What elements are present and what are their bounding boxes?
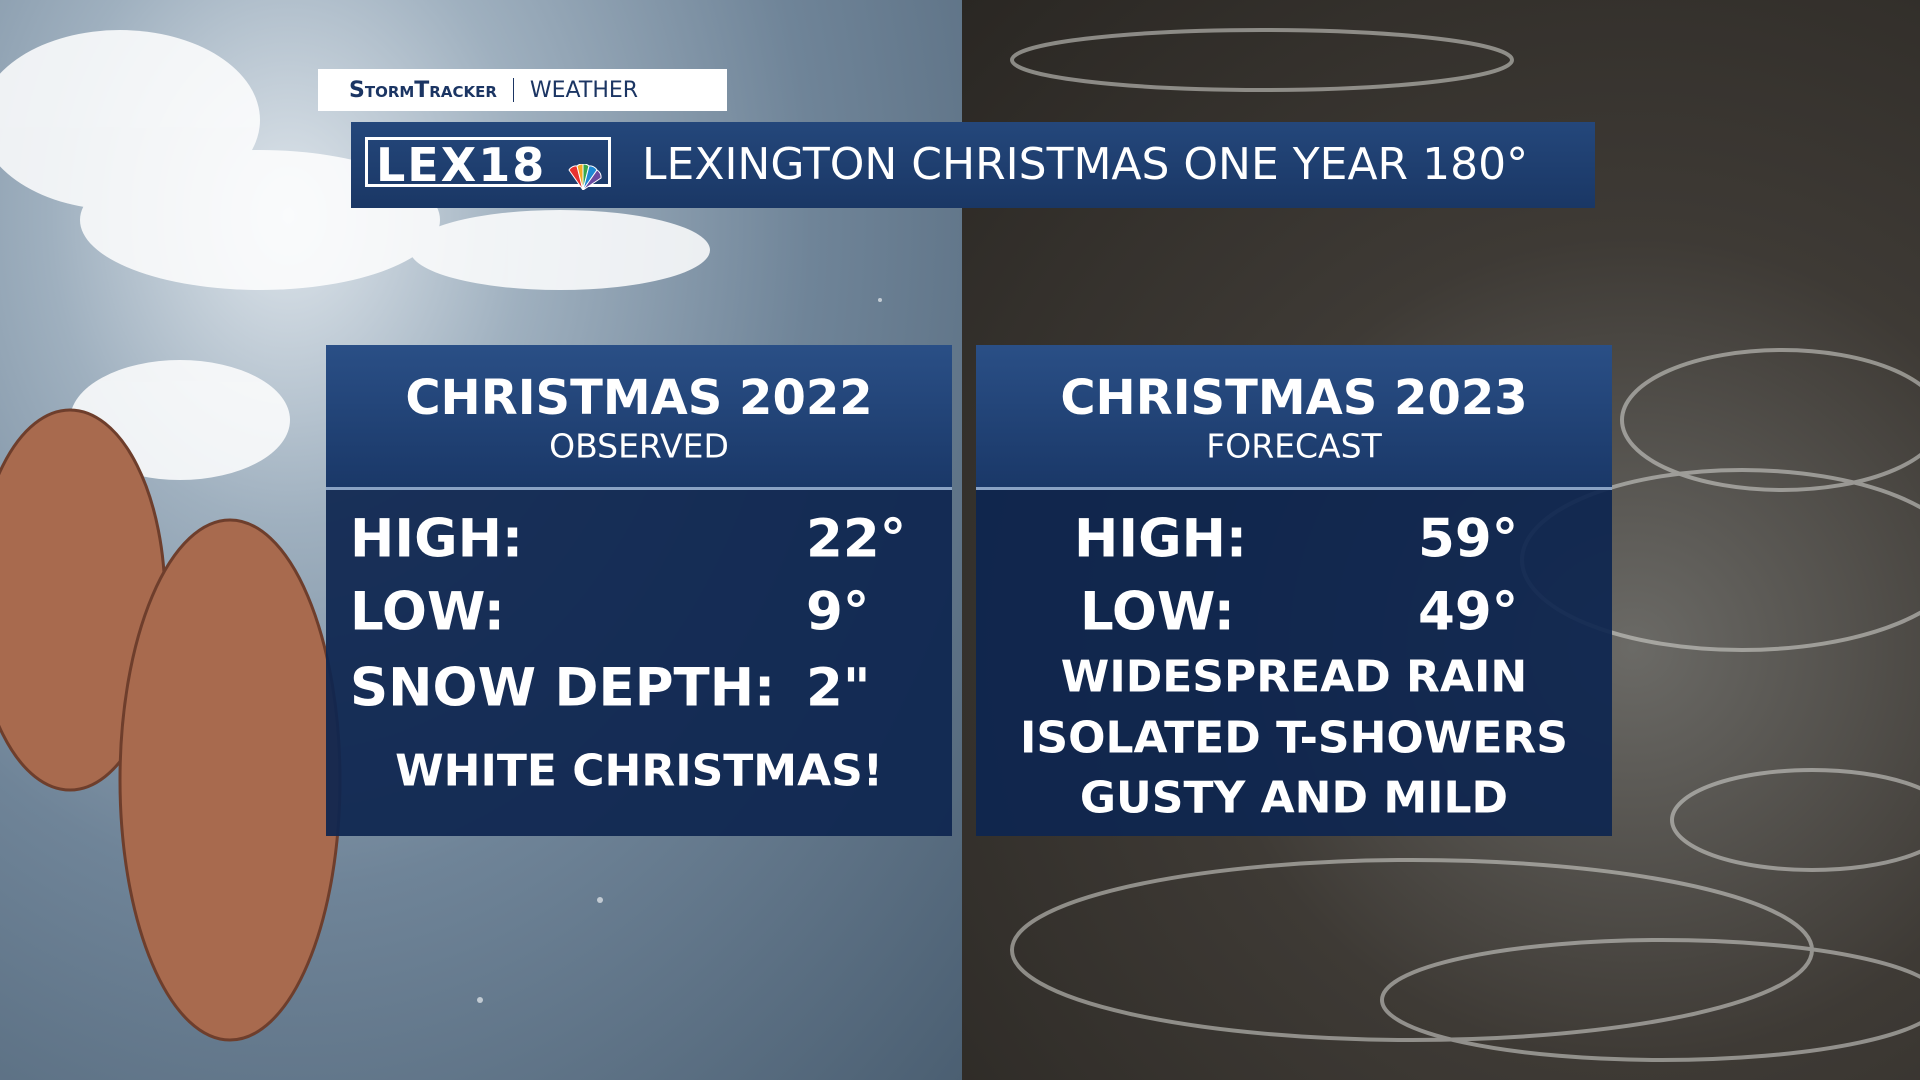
- page-title: LEXINGTON CHRISTMAS ONE YEAR 180°: [642, 139, 1529, 190]
- row-value: 2": [806, 657, 871, 719]
- panel-2023: CHRISTMAS 2023 FORECAST HIGH: 59° LOW: 4…: [976, 345, 1612, 836]
- panel-subtitle: FORECAST: [1206, 426, 1382, 466]
- row-label: SNOW DEPTH:: [350, 657, 776, 719]
- panel-title: CHRISTMAS 2023: [1060, 370, 1528, 426]
- panel-2022: CHRISTMAS 2022 OBSERVED HIGH: 22° LOW: 9…: [326, 345, 952, 836]
- row-value: 49°: [1418, 581, 1519, 643]
- station-logo: LEX18: [365, 137, 611, 190]
- panel-note: WHITE CHRISTMAS!: [395, 745, 883, 797]
- row-label: HIGH:: [1074, 508, 1248, 570]
- brand-name: StormTracker: [349, 77, 497, 103]
- divider: [512, 78, 514, 102]
- ripple-decor: [1010, 28, 1920, 1062]
- panel-subtitle: OBSERVED: [549, 426, 729, 466]
- row-value: 22°: [806, 508, 907, 570]
- brand-tag: StormTracker WEATHER: [318, 69, 727, 111]
- panel-header: [976, 345, 1612, 490]
- row-label: LOW:: [350, 581, 505, 643]
- row-value: 9°: [806, 581, 870, 643]
- panel-body: [326, 490, 952, 836]
- panel-header: [326, 345, 952, 490]
- panel-note: WIDESPREAD RAIN: [1060, 651, 1528, 703]
- panel-title: CHRISTMAS 2022: [405, 370, 873, 426]
- title-bar: LEX18 LEXINGTON CHRISTMAS ONE YEAR 180°: [351, 122, 1595, 208]
- row-value: 59°: [1418, 508, 1519, 570]
- brand-section: WEATHER: [529, 77, 639, 103]
- panel-body: [976, 490, 1612, 836]
- peacock-icon: [568, 164, 602, 190]
- panel-note: GUSTY AND MILD: [1079, 772, 1509, 824]
- snow-decor: [0, 30, 882, 1042]
- panel-note: ISOLATED T-SHOWERS: [1020, 712, 1568, 764]
- row-label: LOW:: [1080, 581, 1235, 643]
- row-label: HIGH:: [350, 508, 524, 570]
